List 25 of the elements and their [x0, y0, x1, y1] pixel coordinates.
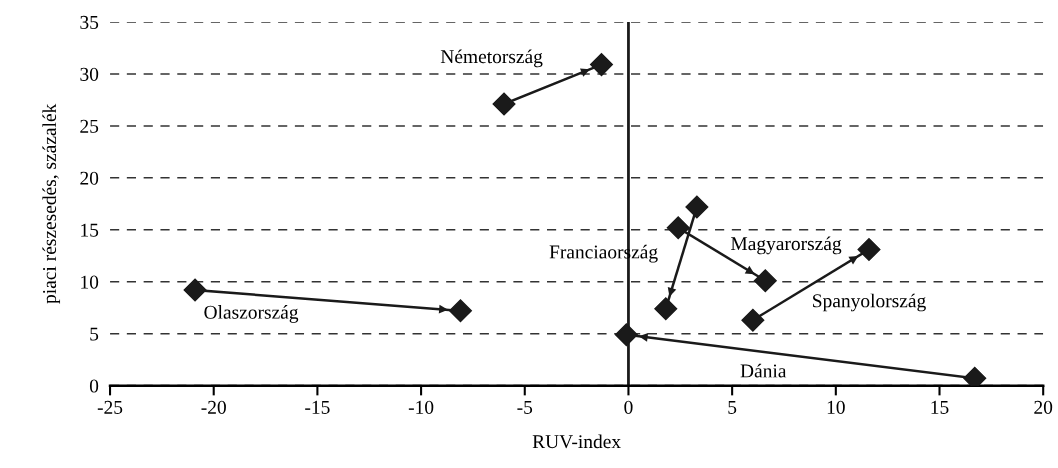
- x-tick-label: -10: [408, 400, 434, 414]
- x-tick-label: 20: [1034, 400, 1053, 414]
- x-tick-label: 15: [931, 400, 949, 414]
- y-tick-label: 0: [89, 379, 99, 393]
- y-axis-title: piaci részesedés, százalék: [42, 103, 61, 304]
- series-label: Spanyolország: [813, 293, 926, 312]
- series-label: Németország: [440, 49, 543, 68]
- x-tick-label: -15: [305, 400, 330, 414]
- x-tick-label: -25: [97, 400, 123, 414]
- y-tick-label: 5: [90, 327, 99, 341]
- x-axis-title: RUV-index: [532, 434, 621, 449]
- series-label: Magyarország: [731, 236, 842, 255]
- x-tick-label: 10: [827, 400, 845, 414]
- y-tick-label: 20: [80, 171, 99, 185]
- x-tick-label: -5: [517, 400, 533, 414]
- x-tick-label: 0: [624, 400, 633, 414]
- x-tick-label: 5: [728, 400, 737, 414]
- series-label: Olaszország: [204, 305, 299, 323]
- y-tick-label: 15: [81, 223, 99, 237]
- series-label: Dánia: [740, 363, 787, 378]
- x-tick-label: -20: [201, 400, 226, 414]
- y-tick-label: 25: [80, 119, 99, 133]
- y-tick-label: 35: [80, 15, 99, 29]
- y-tick-label: 30: [80, 67, 99, 81]
- y-tick-label: 10: [81, 275, 99, 289]
